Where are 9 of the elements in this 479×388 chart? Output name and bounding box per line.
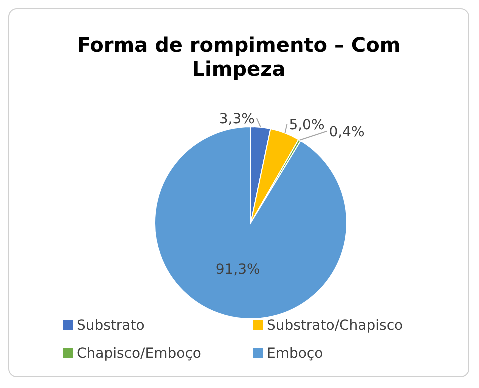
legend-label: Substrato/Chapisco [267, 318, 404, 334]
chart-title: Forma de rompimento – Com Limpeza [77, 33, 401, 81]
legend-label: Substrato [77, 318, 145, 334]
legend-label: Emboço [267, 346, 324, 362]
data-label: 5,0% [289, 117, 325, 134]
data-label: 91,3% [216, 262, 260, 278]
data-label: 0,4% [329, 124, 365, 140]
legend-label: Chapisco/Emboço [77, 346, 202, 362]
data-label: 3,3% [219, 112, 255, 128]
